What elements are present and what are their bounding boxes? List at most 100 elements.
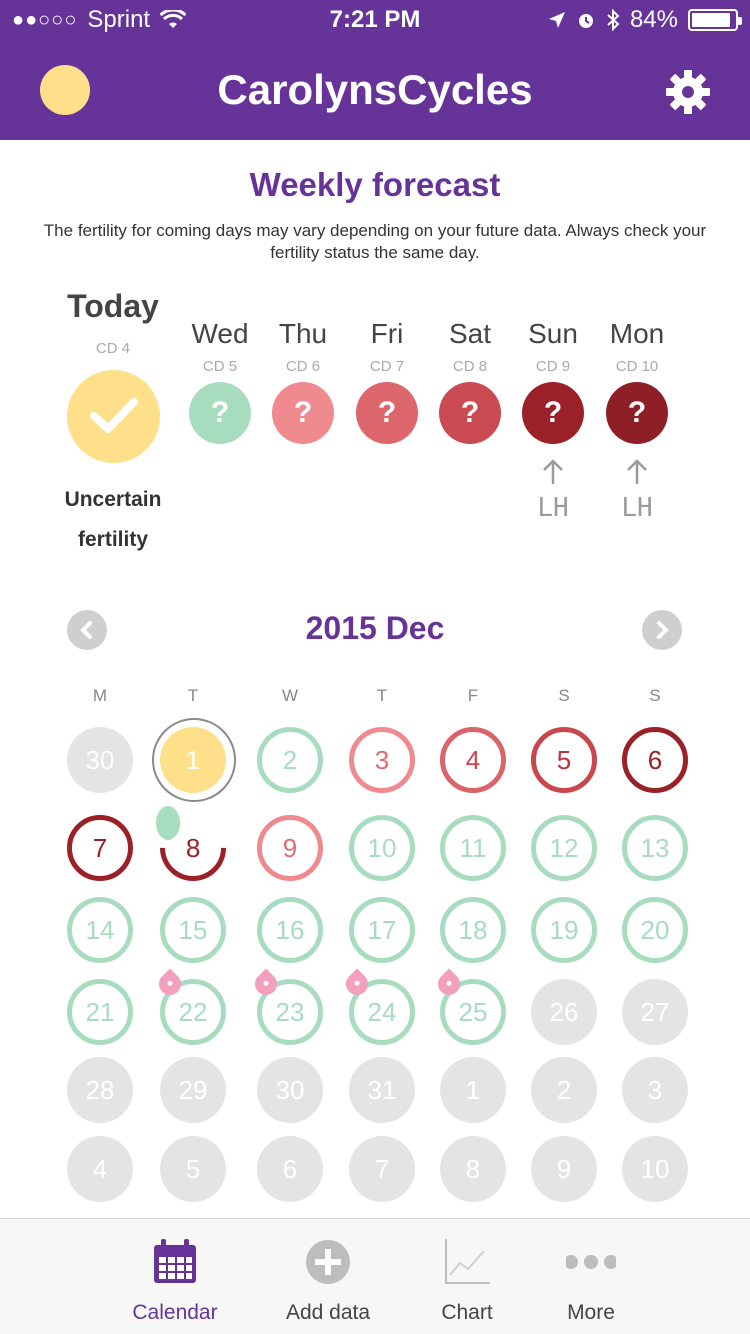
calendar-day[interactable]: 26 [531,979,597,1045]
status-time: 7:21 PM [329,6,421,33]
calendar-day[interactable]: 10 [349,815,415,881]
weekday-label: M [92,686,108,705]
battery-percent: 84% [629,6,678,33]
calendar-day[interactable]: 1 [440,1057,506,1123]
calendar-day-number: 28 [85,1075,115,1105]
calendar-day[interactable]: 15 [160,897,226,963]
calendar-day-number: 7 [374,1154,390,1184]
tab-chart[interactable]: Chart [397,1219,537,1334]
lh-indicator: LH [508,458,598,523]
calendar-day[interactable]: 18 [440,897,506,963]
calendar-day[interactable]: 13 [622,815,688,881]
calendar-day[interactable]: 3 [349,727,415,793]
calendar-day[interactable]: 27 [622,979,688,1045]
chevron-left-icon [80,621,92,639]
calendar-day[interactable]: 21 [67,979,133,1045]
calendar-day-number: 1 [465,1075,481,1105]
chevron-right-icon [657,621,669,639]
status-bar: ●●○○○ Sprint 7:21 PM 84% [0,0,750,40]
calendar-day[interactable]: 11 [440,815,506,881]
calendar-day-number: 6 [647,745,663,775]
calendar-day[interactable]: 29 [160,1057,226,1123]
calendar-day[interactable]: 6 [622,727,688,793]
calendar-day[interactable]: 22 [160,979,226,1045]
tab-calendar[interactable]: Calendar [105,1219,245,1334]
next-month-button[interactable] [642,610,682,650]
calendar-day[interactable]: 7 [67,815,133,881]
sun-icon[interactable] [40,65,90,115]
calendar-day[interactable]: 9 [257,815,323,881]
calendar-day-number: 2 [556,1075,572,1105]
tab-more-label: More [567,1301,615,1324]
calendar-day-number: 29 [178,1075,208,1105]
forecast-status-circle: ? [189,382,251,444]
calendar-day[interactable]: 12 [531,815,597,881]
calendar-day-number: 19 [549,915,579,945]
forecast-day-name: Thu [278,318,328,349]
calendar-day[interactable]: 6 [257,1136,323,1202]
calendar-day[interactable]: 1 [160,727,226,793]
app-header: ●●○○○ Sprint 7:21 PM 84% CarolynsCycles [0,0,750,140]
gear-icon[interactable] [664,68,712,116]
calendar-day[interactable]: 4 [67,1136,133,1202]
calendar-day[interactable]: 10 [622,1136,688,1202]
calendar-day[interactable]: 3 [622,1057,688,1123]
calendar-day[interactable]: 8 [440,1136,506,1202]
forecast-title: Weekly forecast [249,166,501,203]
calendar-day[interactable]: 5 [160,1136,226,1202]
today-cycle-day: CD 4 [95,340,131,357]
month-title: 2015 Dec [305,610,445,646]
more-icon [566,1255,616,1269]
forecast-cycle-day: CD 8 [452,358,488,375]
calendar-day-number: 17 [367,915,397,945]
calendar-day[interactable]: 19 [531,897,597,963]
calendar-day-number: 26 [549,997,579,1027]
location-icon [548,12,565,28]
calendar-day[interactable]: 24 [349,979,415,1045]
calendar-day[interactable]: 23 [257,979,323,1045]
weekday-label: S [649,686,661,705]
calendar-icon [154,1239,196,1283]
calendar-day[interactable]: 5 [531,727,597,793]
calendar-day-number: 10 [640,1154,670,1184]
calendar-day[interactable]: 2 [257,727,323,793]
calendar-day-number: 12 [549,833,579,863]
calendar-day[interactable]: 7 [349,1136,415,1202]
calendar-day-number: 22 [178,997,208,1027]
calendar-day-number: 3 [647,1075,663,1105]
forecast-status-circle: ? [272,382,334,444]
calendar-day[interactable]: 17 [349,897,415,963]
today-fertility-status: Uncertain fertility [40,480,186,560]
alarm-icon [578,14,593,28]
calendar-day[interactable]: 30 [67,727,133,793]
calendar-day[interactable]: 4 [440,727,506,793]
calendar-day-number: 30 [85,745,115,775]
calendar-day[interactable]: 16 [257,897,323,963]
calendar-day[interactable]: 25 [440,979,506,1045]
calendar-day-number: 11 [459,833,487,863]
carrier-name: Sprint [87,6,151,33]
calendar-day-number: 4 [465,745,481,775]
calendar-day[interactable]: 2 [531,1057,597,1123]
calendar-day-number: 2 [282,745,298,775]
calendar-day-number: 23 [275,997,305,1027]
lh-label: LH [621,493,653,523]
calendar-day[interactable]: 31 [349,1057,415,1123]
tab-add-data[interactable]: Add data [258,1219,398,1334]
weekday-label: W [281,686,299,705]
tab-more[interactable]: More [521,1219,661,1334]
weekday-label: S [558,686,570,705]
calendar-day-number: 6 [282,1154,298,1184]
today-status-circle[interactable] [67,370,160,463]
chart-icon [445,1239,490,1284]
calendar-day-number: 4 [92,1154,108,1184]
calendar-day[interactable]: 14 [67,897,133,963]
previous-month-button[interactable] [67,610,107,650]
calendar-day[interactable]: 28 [67,1057,133,1123]
calendar-day[interactable]: 20 [622,897,688,963]
forecast-day-name: Sun [528,318,578,349]
calendar-day-number: 3 [374,745,390,775]
calendar-day[interactable]: 9 [531,1136,597,1202]
checkmark-icon [90,398,138,433]
calendar-day[interactable]: 30 [257,1057,323,1123]
